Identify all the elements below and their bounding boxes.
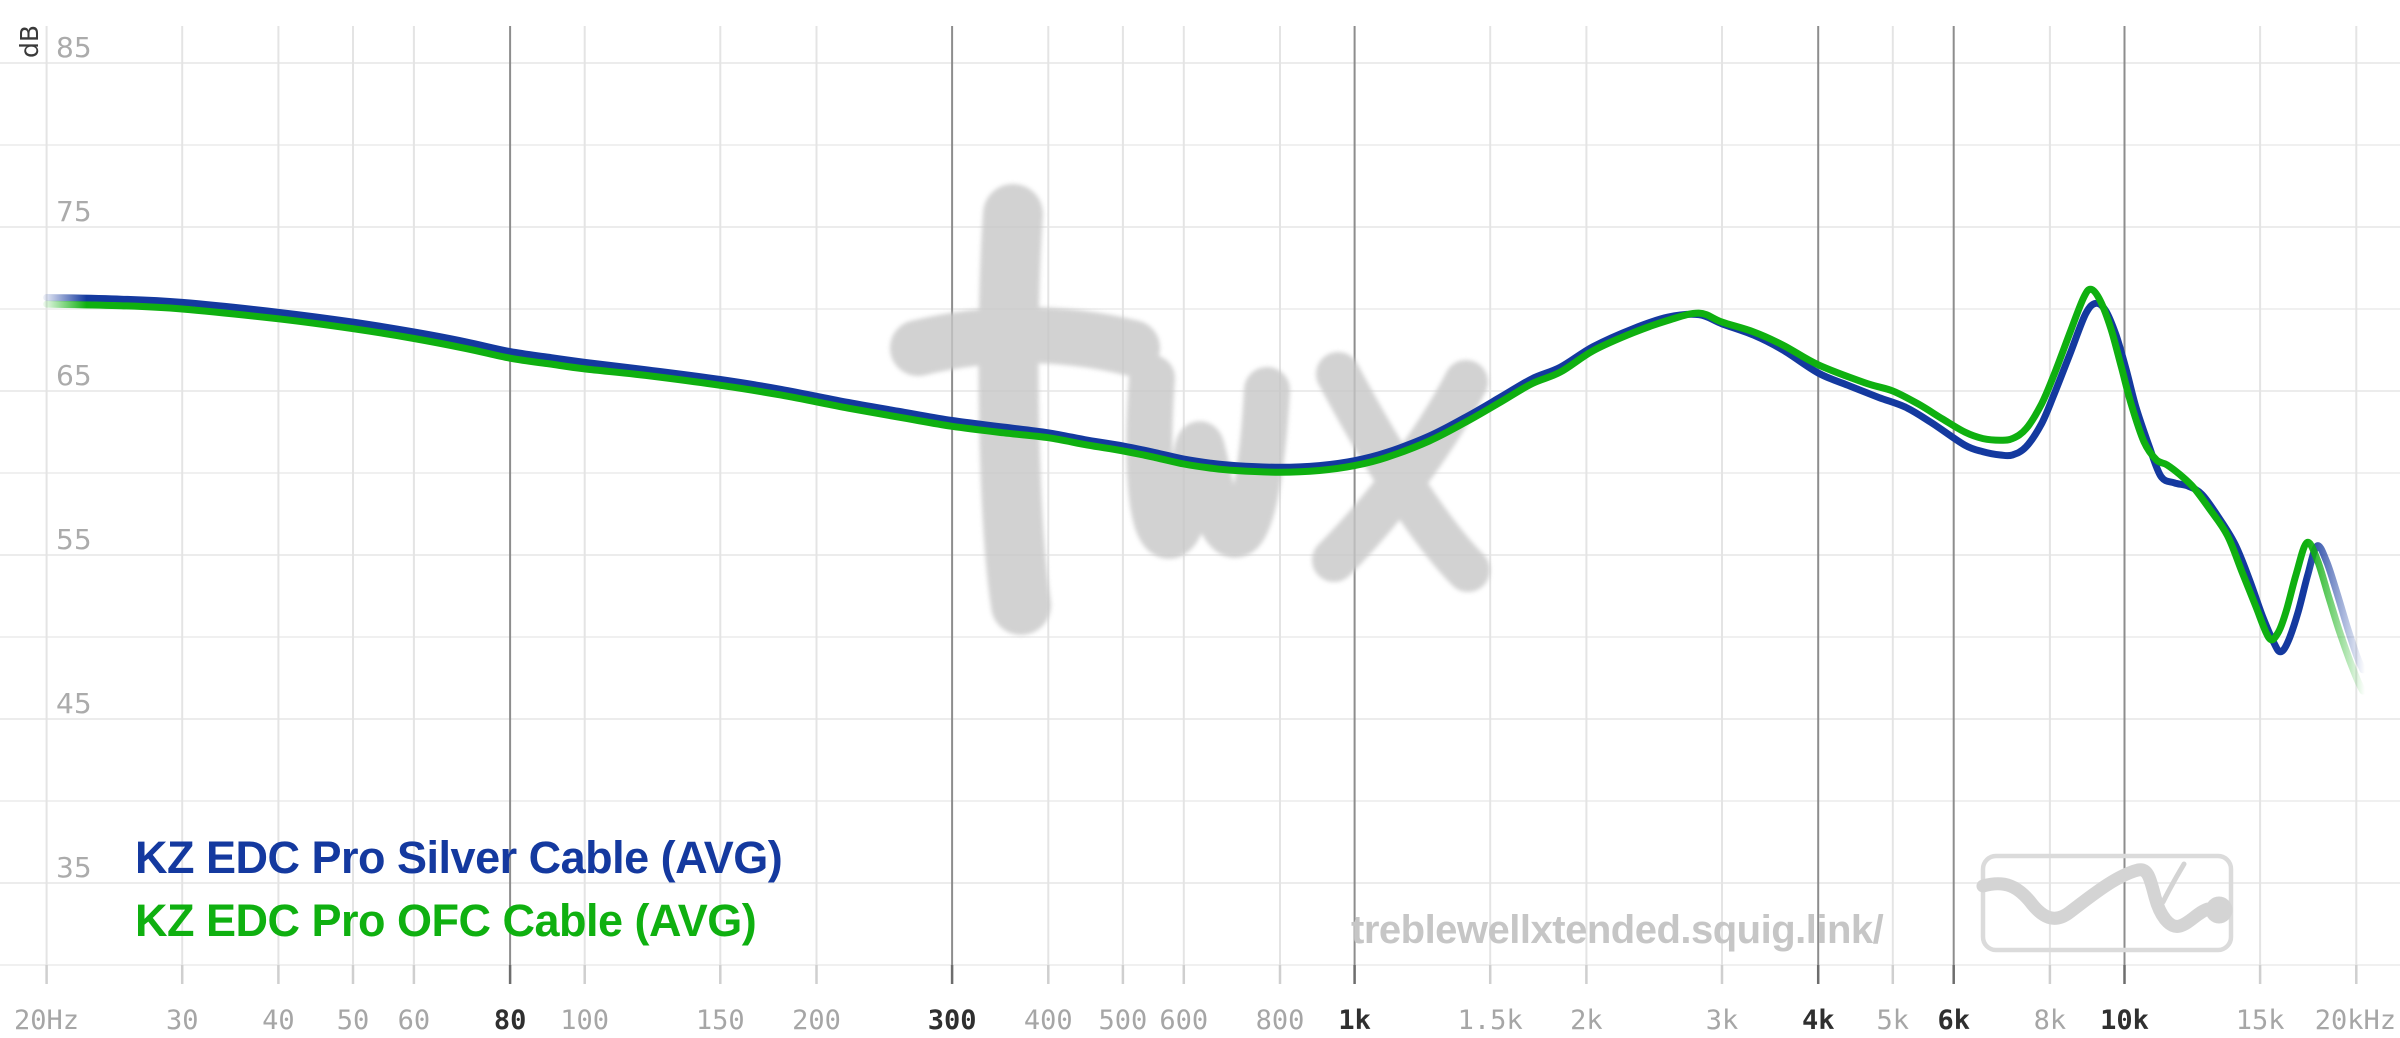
watermark-stroke-2 bbox=[1126, 355, 1290, 559]
y-axis-tick-labels: 85 75 65 55 45 35 bbox=[56, 31, 92, 884]
db-axis-label: dB bbox=[15, 25, 44, 58]
x-tick-label-300: 300 bbox=[928, 1005, 977, 1036]
legend: KZ EDC Pro Silver Cable (AVG) KZ EDC Pro… bbox=[135, 826, 783, 952]
y-tick-label-55: 55 bbox=[56, 523, 92, 556]
axis-ticks bbox=[45, 965, 2358, 984]
x-tick-label-60: 60 bbox=[398, 1005, 431, 1036]
x-tick-label-50: 50 bbox=[337, 1005, 370, 1036]
x-tick-label-40: 40 bbox=[262, 1005, 295, 1036]
logo-flick bbox=[2160, 861, 2187, 905]
watermark-twx bbox=[890, 184, 1490, 635]
logo-dot bbox=[2205, 896, 2233, 924]
x-tick-label-200: 200 bbox=[792, 1005, 841, 1036]
x-tick-label-8k: 8k bbox=[2034, 1005, 2067, 1036]
fr-curve-ofc-cable[interactable] bbox=[43, 285, 2367, 695]
x-tick-label-150: 150 bbox=[696, 1005, 745, 1036]
x-tick-label-800: 800 bbox=[1256, 1005, 1305, 1036]
y-tick-label-85: 85 bbox=[56, 31, 92, 64]
x-tick-label-1k: 1k bbox=[1338, 1005, 1371, 1036]
horizontal-gridlines bbox=[0, 62, 2400, 966]
x-tick-label-10k: 10k bbox=[2100, 1005, 2149, 1036]
y-tick-label-65: 65 bbox=[56, 359, 92, 392]
legend-item-ofc-cable: KZ EDC Pro OFC Cable (AVG) bbox=[135, 895, 757, 946]
watermark-stroke-4 bbox=[1312, 360, 1488, 582]
y-tick-label-45: 45 bbox=[56, 687, 92, 720]
x-tick-label-5k: 5k bbox=[1877, 1005, 1910, 1036]
legend-item-silver-cable: KZ EDC Pro Silver Cable (AVG) bbox=[135, 832, 783, 883]
x-tick-label-6k: 6k bbox=[1937, 1005, 1970, 1036]
watermark-stroke-1 bbox=[890, 307, 1160, 376]
squiglink-logo-badge bbox=[1976, 853, 2234, 953]
logo-frame bbox=[1980, 853, 2234, 953]
x-tick-label-500: 500 bbox=[1099, 1005, 1148, 1036]
x-axis-tick-labels: 20Hz 30 40 50 60 80 100 150 200 300 400 500 600 800 1k… bbox=[14, 1005, 2396, 1036]
x-tick-label-1.5k: 1.5k bbox=[1458, 1005, 1523, 1036]
x-tick-label-2k: 2k bbox=[1570, 1005, 1603, 1036]
x-tick-label-15k: 15k bbox=[2236, 1005, 2285, 1036]
logo-squiggle bbox=[1976, 863, 2215, 933]
x-tick-label-20Hz: 20Hz bbox=[14, 1005, 79, 1036]
watermark-stroke-0 bbox=[978, 184, 1051, 635]
fr-curves bbox=[43, 285, 2367, 695]
y-tick-label-75: 75 bbox=[56, 195, 92, 228]
x-tick-label-100: 100 bbox=[560, 1005, 609, 1036]
x-tick-label-30: 30 bbox=[166, 1005, 199, 1036]
x-tick-label-400: 400 bbox=[1024, 1005, 1073, 1036]
x-tick-label-20kHz: 20kHz bbox=[2315, 1005, 2396, 1036]
x-tick-label-4k: 4k bbox=[1802, 1005, 1835, 1036]
db-unit-label: dB bbox=[15, 25, 44, 58]
x-tick-label-3k: 3k bbox=[1706, 1005, 1739, 1036]
x-tick-label-600: 600 bbox=[1159, 1005, 1208, 1036]
site-url: treblewellxtended.squig.link/ bbox=[1351, 908, 1884, 952]
x-tick-label-80: 80 bbox=[494, 1005, 527, 1036]
y-tick-label-35: 35 bbox=[56, 851, 92, 884]
